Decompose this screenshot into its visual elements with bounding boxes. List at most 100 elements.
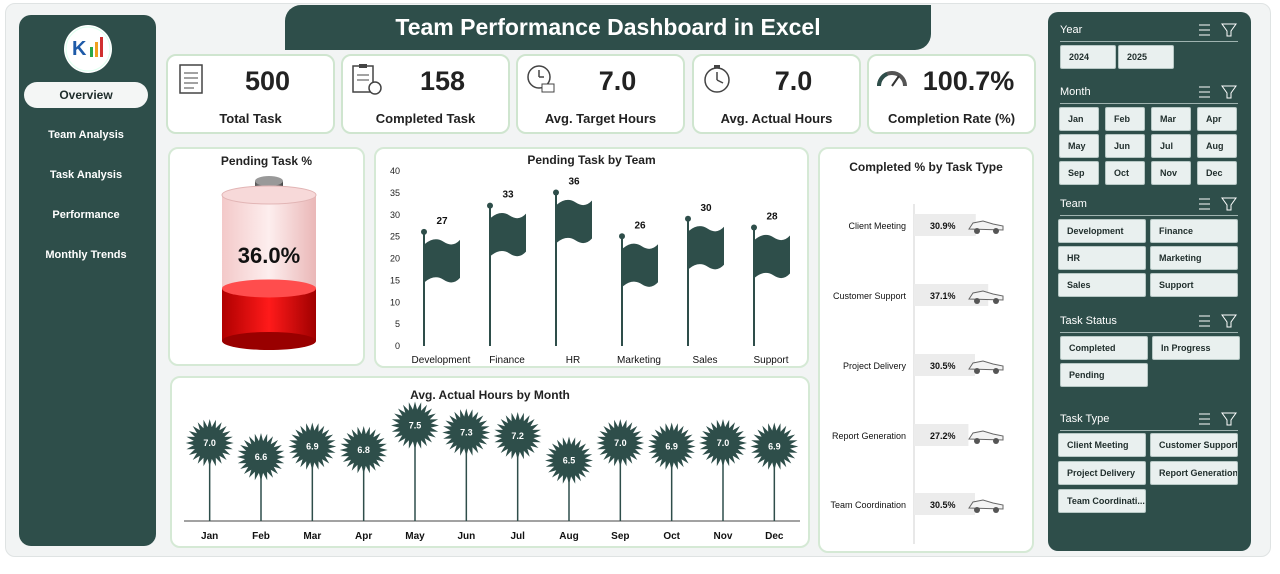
burst-marker-sep [596,419,645,521]
data-label: 30.5% [930,361,956,371]
nav-item-0[interactable]: Overview [24,82,148,108]
slicer-item[interactable]: Customer Support [1150,433,1238,457]
pending-by-team-chart: 0 5 10 15 20 25 30 35 40 27 Development 33 Finance 36… [390,166,790,366]
slicer-item[interactable]: Completed [1060,336,1148,360]
car-icon [968,499,1004,513]
slicer-item[interactable]: Sales [1058,273,1146,297]
bar-customer-support [914,284,989,306]
stopwatch-icon [704,65,730,93]
data-label: 30.9% [930,221,956,231]
slicer-item[interactable]: Jun [1105,134,1145,158]
bar-project-delivery [914,354,975,376]
slicer-item[interactable]: Jan [1059,107,1099,131]
nav-item-3[interactable]: Performance [52,209,120,221]
clipboard-gear-icon [352,64,382,95]
slicer-item[interactable]: Client Meeting [1058,433,1146,457]
completed-by-type-panel: Completed % by Task Type Client Meeting 3… [818,147,1034,553]
slicer-title: Task Type [1060,413,1110,425]
car-icon [968,220,1004,234]
data-label: 27 [436,216,448,227]
x-tick-label: Finance [489,355,525,366]
data-label: 7.3 [460,428,473,438]
burst-marker-nov [699,419,747,521]
slicer-item[interactable]: 2024 [1060,45,1116,69]
kpi-label: Completed Task [375,111,476,126]
hours-by-month-chart: 7.0 Jan 6.6 Feb 6.9 Mar 6.8 Apr 7.5 May 7.3 Jun 7.2 J… [184,401,800,542]
slicer-item[interactable]: 2025 [1118,45,1174,69]
kpi-card-avg-actual-hours: 7.0 Avg. Actual Hours [692,54,861,134]
burst-marker-may [391,401,439,521]
data-label: 26 [634,220,646,231]
kpi-value: 500 [244,66,291,96]
data-label: 7.0 [614,438,627,448]
x-tick-label: Sales [692,355,717,366]
x-tick-label: HR [566,355,580,366]
data-label: 6.6 [255,452,268,462]
slicer-item[interactable]: Finance [1150,219,1238,243]
slicer-item[interactable]: Pending [1060,363,1148,387]
slicer-item[interactable]: Team Coordinati... [1058,489,1146,513]
slicer-item[interactable]: HR [1058,246,1146,270]
slicer-item[interactable]: Dec [1197,161,1237,185]
slicer-item[interactable]: Project Delivery [1058,461,1146,485]
data-label: 33 [502,190,514,201]
burst-marker-jul [493,412,542,521]
kpi-card-avg-target-hours: 7.0 Avg. Target Hours [516,54,685,134]
slicer-title: Month [1060,86,1091,98]
nav-item-2[interactable]: Task Analysis [49,169,123,181]
x-tick-label: May [405,531,425,542]
slicer-item[interactable]: Aug [1197,134,1237,158]
slicer-item[interactable]: Nov [1151,161,1191,185]
slicer-item[interactable]: Development [1058,219,1146,243]
x-tick-label: Apr [355,531,372,542]
kpi-value: 7.0 [774,66,813,96]
data-label: 28 [766,212,778,223]
kpi-card-completed-task: 158 Completed Task [341,54,510,134]
slicer-item[interactable]: Oct [1105,161,1145,185]
x-tick-label: Marketing [617,355,661,366]
x-tick-label: Jun [457,531,475,542]
slicer-item[interactable]: Marketing [1150,246,1238,270]
nav-item-4[interactable]: Monthly Trends [45,249,127,261]
slicer-item[interactable]: Support [1150,273,1238,297]
burst-marker-jan [185,419,234,521]
slicer-item[interactable]: Apr [1197,107,1237,131]
slicer-item[interactable]: In Progress [1152,336,1240,360]
data-label: 6.9 [768,442,781,452]
bar-team-coordination [914,493,975,515]
bar-flag-development [421,228,460,346]
slicer-item[interactable]: Report Generation [1150,461,1238,485]
logo: K [64,25,112,73]
slicer-item[interactable]: Sep [1059,161,1099,185]
bar-client-meeting [914,214,976,236]
pending-pct-panel: Pending Task % 36.0% [168,147,365,366]
bar-flag-finance [487,202,526,346]
slicer-title: Team [1060,198,1087,210]
y-tick-label: 40 [390,166,400,176]
y-tick-label: 15 [390,275,400,285]
nav-item-1[interactable]: Team Analysis [48,129,124,141]
burst-marker-dec [750,422,799,521]
gauge-icon [877,71,907,87]
slicer-item[interactable]: Jul [1151,134,1191,158]
kpi-label: Completion Rate (%) [887,111,1016,126]
data-label: 30.5% [930,500,956,510]
category-label: Team Coordination [830,500,906,510]
x-tick-label: Feb [252,531,270,542]
kpi-value: 7.0 [598,66,637,96]
burst-marker-mar [288,422,337,521]
slicer-item[interactable]: Feb [1105,107,1145,131]
slicer-item[interactable]: May [1059,134,1099,158]
slicer-item[interactable]: Mar [1151,107,1191,131]
data-label: 30 [700,203,712,214]
kpi-label: Avg. Actual Hours [720,111,833,126]
slicer-header-year: Year [1060,23,1238,42]
slicer-header-month: Month [1060,85,1238,104]
x-tick-label: Support [753,355,788,366]
x-tick-label: Development [412,355,471,366]
kpi-value: 158 [419,66,466,96]
data-label: 37.1% [930,291,956,301]
burst-marker-oct [647,422,696,521]
category-label: Project Delivery [843,361,907,371]
task-list-icon [179,64,203,94]
